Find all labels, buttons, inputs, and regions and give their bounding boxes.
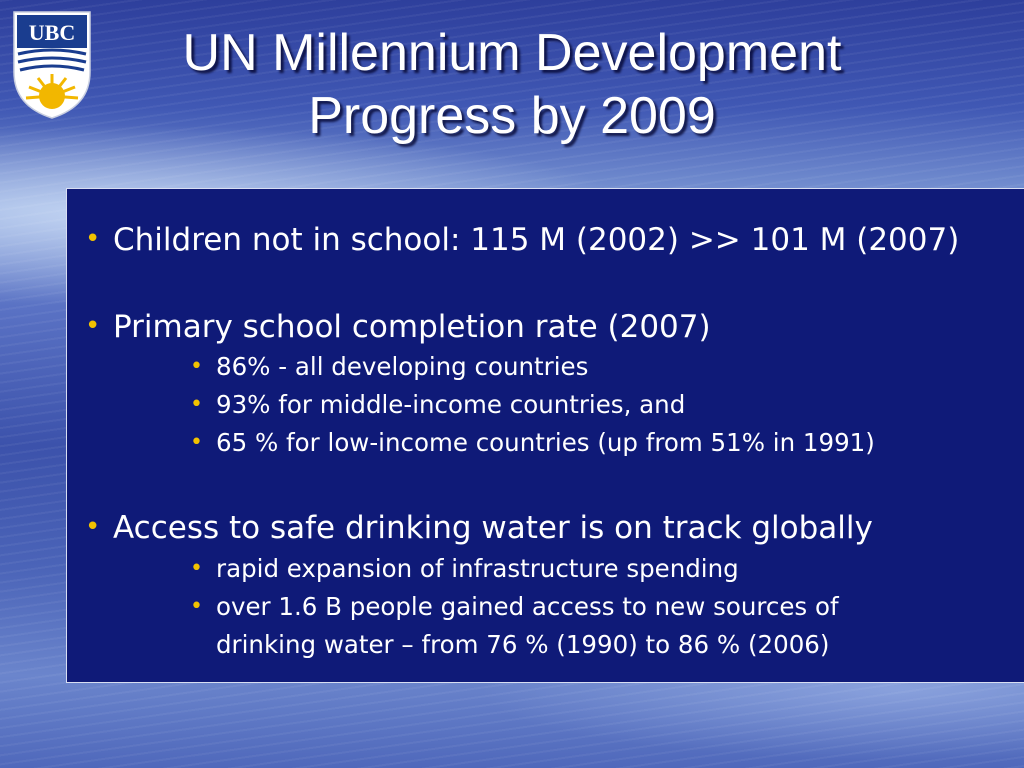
ubc-logo: UBC xyxy=(12,10,92,120)
ubc-crest-icon: UBC xyxy=(13,11,91,119)
sub-bullet-infrastructure: rapid expansion of infrastructure spendi… xyxy=(190,550,739,587)
title-line-1: UN Millennium Development xyxy=(182,24,842,82)
sub-bullet-low-income: 65 % for low-income countries (up from 5… xyxy=(190,424,875,461)
sub-bullet-continuation: drinking water – from 76 % (1990) to 86 … xyxy=(216,630,830,659)
logo-text: UBC xyxy=(29,20,75,45)
bullet-primary-completion: Primary school completion rate (2007) xyxy=(85,308,711,345)
sub-bullet-middle-income: 93% for middle-income countries, and xyxy=(190,386,685,423)
slide-title: UN Millennium Development Progress by 20… xyxy=(90,22,934,148)
bullet-children-not-in-school: Children not in school: 115 M (2002) >> … xyxy=(85,221,959,258)
sub-bullet-developing: 86% - all developing countries xyxy=(190,348,588,385)
content-box: Children not in school: 115 M (2002) >> … xyxy=(66,188,1024,683)
title-line-2: Progress by 2009 xyxy=(308,87,716,145)
sub-bullet-new-sources: over 1.6 B people gained access to new s… xyxy=(190,588,839,625)
bullet-drinking-water: Access to safe drinking water is on trac… xyxy=(85,509,873,546)
